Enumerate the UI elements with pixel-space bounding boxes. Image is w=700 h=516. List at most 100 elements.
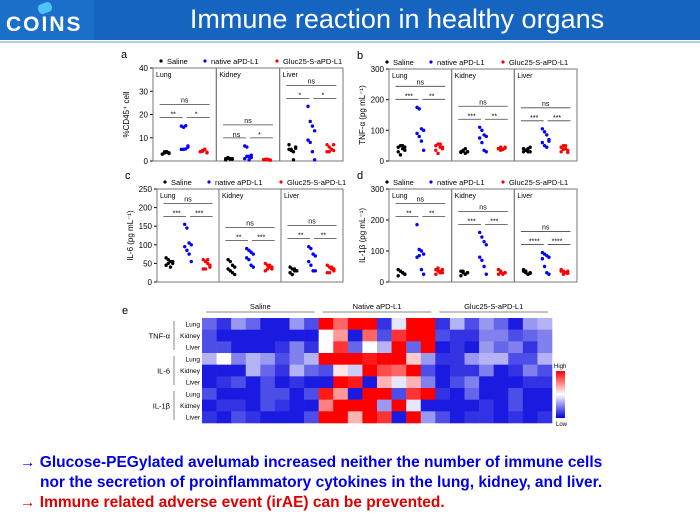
row-group-label: IL-1β (153, 402, 171, 411)
y-tick-label: 300 (371, 185, 385, 194)
significance-label: ** (321, 233, 327, 240)
organ-label: Lung (160, 193, 176, 200)
heatmap-cell (289, 388, 305, 400)
legend-marker (203, 59, 207, 63)
data-point (306, 138, 310, 142)
header-bar: COINS Immune reaction in healthy organs (0, 0, 700, 40)
data-point (503, 271, 507, 275)
heatmap-cell (231, 318, 247, 330)
data-point (327, 150, 331, 154)
data-point (465, 271, 470, 275)
data-point (309, 263, 313, 267)
data-point (398, 153, 403, 157)
heatmap-cell (202, 318, 217, 330)
heatmap-cell (537, 341, 553, 354)
heatmap-cell (304, 388, 319, 400)
heatmap-cell (435, 411, 451, 424)
panel-label: e (122, 305, 128, 317)
data-point (421, 148, 426, 152)
data-point (415, 131, 419, 136)
heatmap-cell (522, 376, 538, 389)
heatmap-cell (274, 341, 290, 354)
heatmap-cell (522, 399, 538, 412)
data-point (289, 148, 293, 153)
data-point (421, 252, 426, 256)
data-point (185, 248, 189, 253)
panel-label: a (121, 49, 128, 61)
heatmap-cell (493, 399, 509, 412)
legend-marker (207, 180, 211, 184)
significance-label: * (321, 92, 324, 99)
significance-label: ns (308, 219, 316, 226)
y-tick-label: 100 (371, 126, 385, 135)
organ-panel (152, 67, 217, 162)
legend-label: Saline (393, 178, 414, 187)
heatmap-cell (391, 399, 407, 412)
heatmap-cell (216, 388, 232, 400)
organ-label: Liver (283, 72, 299, 79)
heatmap-cell (289, 353, 305, 365)
data-point (187, 252, 191, 256)
heatmap-cell (304, 364, 319, 377)
heatmap-cell (406, 329, 422, 342)
heatmap-cell (377, 318, 392, 330)
heatmap-cell (318, 353, 334, 365)
data-point (185, 226, 189, 230)
heatmap-cell (537, 411, 553, 424)
heatmap-cell (406, 353, 422, 365)
data-point (499, 269, 503, 273)
heatmap-cell (464, 341, 480, 354)
data-point (478, 136, 482, 140)
organ-label: Lung (156, 72, 172, 79)
legend-marker (275, 59, 279, 63)
significance-label: ns (479, 99, 487, 106)
heatmap-cell (216, 411, 232, 424)
data-point (251, 252, 255, 256)
data-point (440, 267, 445, 272)
data-point (496, 272, 501, 276)
data-point (183, 244, 187, 249)
heatmap-cell (202, 329, 217, 342)
heatmap-cell (260, 399, 276, 412)
heatmap-cell (420, 388, 436, 400)
heatmap-cell (289, 329, 305, 342)
organ-panel (280, 188, 344, 283)
heatmap-cell (449, 329, 465, 342)
significance-label: *** (257, 235, 265, 242)
heatmap-cell (493, 329, 509, 342)
data-point (306, 104, 310, 109)
heatmap-cell (435, 388, 451, 400)
heatmap-cell (537, 399, 553, 412)
significance-label: ** (236, 235, 242, 242)
heatmap-cell (537, 318, 553, 330)
heatmap-cell (231, 353, 247, 365)
heatmap-cell (406, 364, 422, 377)
heatmap-cell (362, 364, 378, 377)
row-label: Lung (186, 321, 201, 328)
data-point (205, 150, 209, 154)
data-point (265, 267, 270, 271)
heatmap-cell (304, 353, 319, 365)
heatmap-cell (318, 376, 334, 389)
heatmap-cell (274, 364, 290, 377)
heatmap-cell (318, 411, 334, 424)
heatmap-cell (522, 329, 538, 342)
heatmap-cell (347, 388, 363, 400)
heatmap-cell (522, 411, 538, 424)
data-point (542, 264, 547, 269)
data-point (403, 145, 407, 149)
column-group-label: Native aPD-L1 (353, 302, 402, 311)
data-point (245, 154, 249, 159)
heatmap-cell (508, 411, 524, 424)
data-point (247, 257, 251, 262)
data-point (312, 158, 317, 162)
data-point (480, 140, 484, 145)
organ-label: Kidney (222, 193, 244, 200)
heatmap-cell (304, 318, 319, 330)
heatmap-cell (449, 399, 465, 412)
heatmap-cell (420, 353, 436, 365)
data-point (189, 259, 193, 264)
y-tick-label: 0 (144, 157, 149, 166)
heatmap-cell (449, 341, 465, 354)
legend-marker (159, 59, 163, 63)
